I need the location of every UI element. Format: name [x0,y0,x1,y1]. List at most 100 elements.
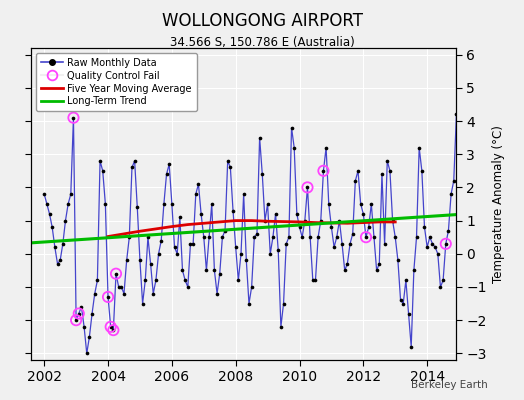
Point [444,227,453,234]
Point [309,277,317,284]
Point [324,201,333,207]
Point [67,191,75,197]
Point [183,284,192,290]
Point [428,241,436,247]
Point [72,317,80,323]
Point [359,211,367,217]
Point [146,260,155,267]
Point [141,277,149,284]
Point [394,257,402,264]
Point [348,231,357,237]
Point [388,217,397,224]
Point [176,214,184,220]
Point [192,191,200,197]
Y-axis label: Temperature Anomaly (°C): Temperature Anomaly (°C) [493,125,505,283]
Point [200,234,208,240]
Point [261,217,269,224]
Point [319,168,328,174]
Point [341,267,349,274]
Point [373,267,381,274]
Point [109,327,117,333]
Point [215,270,224,277]
Point [48,224,57,230]
Point [208,201,216,207]
Point [138,300,147,307]
Point [405,310,413,317]
Point [399,300,408,307]
Point [277,324,285,330]
Point [439,277,447,284]
Point [109,327,117,333]
Point [226,164,235,171]
Point [271,211,280,217]
Point [61,217,70,224]
Point [335,217,344,224]
Point [104,294,112,300]
Point [418,168,426,174]
Point [351,178,359,184]
Point [450,178,458,184]
Point [436,284,445,290]
Point [370,234,378,240]
Point [221,227,229,234]
Point [170,244,179,250]
Point [80,324,88,330]
Point [189,241,198,247]
Text: 34.566 S, 150.786 E (Australia): 34.566 S, 150.786 E (Australia) [170,36,354,49]
Point [56,257,64,264]
Point [269,234,277,240]
Point [157,237,166,244]
Point [165,161,173,167]
Point [442,241,450,247]
Point [106,324,115,330]
Point [53,260,62,267]
Point [258,171,267,177]
Point [181,277,189,284]
Point [415,144,423,151]
Point [346,241,354,247]
Point [386,168,394,174]
Point [250,234,258,240]
Point [293,211,301,217]
Point [59,241,67,247]
Point [117,284,126,290]
Point [69,114,78,121]
Point [391,234,399,240]
Point [160,201,168,207]
Point [253,231,261,237]
Point [433,250,442,257]
Point [210,267,219,274]
Point [104,294,112,300]
Point [51,244,59,250]
Point [74,310,83,317]
Point [136,257,144,264]
Point [383,158,391,164]
Point [362,234,370,240]
Point [380,241,389,247]
Point [356,201,365,207]
Point [133,204,141,210]
Point [282,241,290,247]
Point [46,211,54,217]
Point [42,201,51,207]
Point [247,284,256,290]
Point [123,257,131,264]
Point [229,208,237,214]
Point [460,184,468,191]
Point [322,144,330,151]
Point [367,201,376,207]
Point [306,234,314,240]
Point [168,201,176,207]
Point [298,234,307,240]
Point [412,234,421,240]
Point [106,324,115,330]
Point [74,310,83,317]
Point [425,234,434,240]
Point [365,224,373,230]
Point [112,270,120,277]
Point [202,267,211,274]
Point [173,250,181,257]
Point [314,234,322,240]
Point [290,144,298,151]
Point [130,158,139,164]
